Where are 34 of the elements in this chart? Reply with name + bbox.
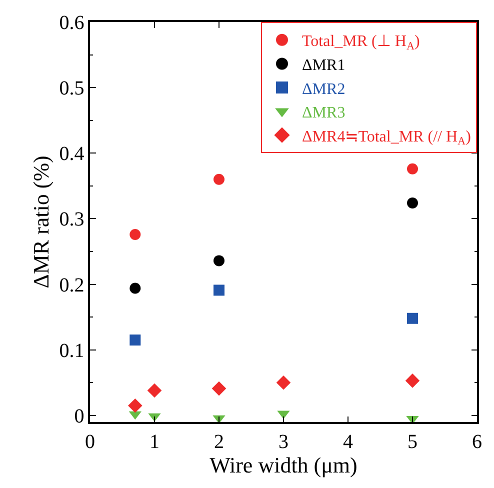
x-tick-label: 5 (408, 430, 418, 453)
y-tick-label: 0.3 (59, 208, 84, 231)
x-tick-label: 6 (472, 430, 482, 453)
legend-label: ΔMR4≒Total_MR (// H$_{A}$) (302, 128, 471, 148)
y-tick-label: 0.1 (59, 340, 84, 362)
legend-label: ΔMR1 (302, 56, 346, 74)
point (214, 284, 224, 296)
point (130, 282, 141, 294)
x-tick-label: 4 (343, 430, 353, 453)
y-tick-label: 0.2 (59, 274, 84, 296)
legend-label: ΔMR2 (302, 80, 346, 98)
y-axis-title: ΔMR ratio (%) (28, 156, 54, 288)
x-tick-label: 1 (150, 430, 160, 453)
point (128, 398, 142, 413)
point (130, 334, 141, 346)
point (276, 376, 291, 390)
x-axis-title: Wire width (μm) (210, 452, 358, 478)
point (407, 197, 418, 208)
point (214, 174, 224, 185)
point (130, 228, 141, 240)
point (214, 255, 224, 266)
y-tick-label: 0.4 (59, 143, 84, 166)
y-tick-label: 0.5 (59, 78, 84, 100)
point (212, 381, 226, 396)
legend-label: ΔMR3 (302, 104, 346, 122)
y-tick-label: 0 (74, 405, 84, 428)
point (405, 374, 420, 388)
x-tick-label: 3 (278, 430, 288, 453)
y-tick-label: 0.6 (59, 12, 84, 34)
point (407, 312, 418, 324)
point (407, 163, 418, 174)
legend-label: Total_MR (⊥ H$_{A}$) (302, 33, 420, 52)
point (147, 383, 162, 398)
x-tick-label: 2 (214, 430, 224, 453)
